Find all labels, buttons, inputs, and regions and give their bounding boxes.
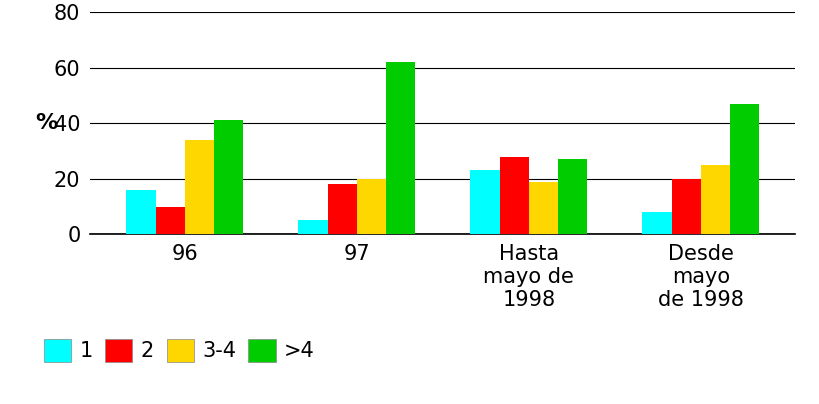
Bar [327,184,356,234]
Bar [356,179,386,234]
Bar [214,120,243,234]
Legend: 1, 2, 3-4, >4: 1, 2, 3-4, >4 [44,339,314,362]
Bar [386,62,414,234]
Bar [528,181,558,234]
Bar [671,179,700,234]
Bar [499,157,528,234]
Bar [156,206,184,234]
Bar [184,140,214,234]
Y-axis label: %: % [36,113,58,133]
Bar [641,212,671,234]
Bar [470,170,499,234]
Bar [298,221,327,234]
Bar [558,159,586,234]
Bar [729,104,758,234]
Bar [126,190,156,234]
Bar [700,165,729,234]
